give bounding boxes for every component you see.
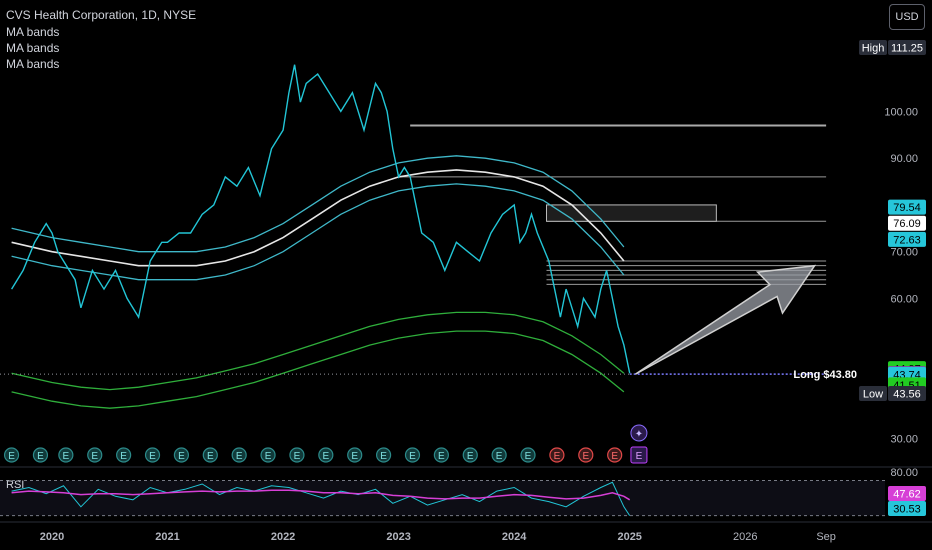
x-tick-label: 2023 <box>386 531 410 543</box>
high-label: High <box>862 43 885 55</box>
symbol-title: CVS Health Corporation, 1D, NYSE <box>6 8 197 22</box>
y-tick-label: 60.00 <box>890 293 918 305</box>
earnings-marker-label: E <box>178 451 185 462</box>
rsi-ma-label: 30.53 <box>893 504 921 516</box>
earnings-marker <box>3 447 20 463</box>
event-marker <box>630 424 648 442</box>
event-marker-icon: ✦ <box>635 429 643 440</box>
y-tick-label: 70.00 <box>890 247 918 259</box>
rsi-line <box>11 481 631 516</box>
earnings-marker <box>347 447 363 463</box>
earnings-marker-label: E <box>322 451 329 462</box>
earnings-marker <box>87 447 103 463</box>
future-earnings-marker <box>630 446 648 464</box>
price-label-box <box>888 215 926 231</box>
x-tick-label: 2022 <box>271 531 295 543</box>
rsi-value-box <box>888 486 926 501</box>
earnings-marker-label: E <box>525 451 532 462</box>
earnings-marker-label: E <box>207 451 214 462</box>
earnings-marker-label: E <box>554 451 561 462</box>
earnings-marker <box>318 447 334 463</box>
low-value: 43.56 <box>893 389 921 401</box>
earnings-marker <box>116 447 132 463</box>
rsi-value-label: 47.62 <box>893 489 921 501</box>
rsi-ma-box <box>888 501 926 516</box>
earnings-marker <box>491 447 507 463</box>
earnings-marker <box>32 447 49 463</box>
price-label-box <box>888 231 926 247</box>
earnings-marker <box>375 447 392 463</box>
earnings-marker <box>433 447 449 463</box>
earnings-marker <box>173 447 189 463</box>
indicator-label-3[interactable]: MA bands <box>6 57 60 71</box>
earnings-marker-label: E <box>120 451 127 462</box>
earnings-marker-label: E <box>63 451 70 462</box>
low-label-box <box>859 386 887 401</box>
earnings-marker-label: E <box>438 451 445 462</box>
indicator-label-2[interactable]: MA bands <box>6 41 60 55</box>
earnings-marker <box>231 447 247 463</box>
resistance-zone <box>546 204 717 222</box>
earnings-marker-label: E <box>582 451 589 462</box>
green-band-upper <box>11 311 625 391</box>
earnings-marker-label: E <box>496 451 503 462</box>
ma-band-middle <box>11 169 625 267</box>
y-tick-label: 30.00 <box>890 434 918 446</box>
high-label-box <box>859 40 887 55</box>
earnings-marker <box>202 447 218 463</box>
earnings-marker-label: E <box>37 451 44 462</box>
earnings-marker <box>462 447 478 463</box>
earnings-marker-label: E <box>611 451 618 462</box>
y-tick-label: 100.00 <box>884 106 918 118</box>
x-tick-label: 2025 <box>617 531 641 543</box>
price-label-cyan: 72.63 <box>893 234 921 246</box>
earnings-marker <box>549 447 565 463</box>
low-value-box <box>888 386 926 401</box>
y-tick-label: 90.00 <box>890 153 918 165</box>
earnings-marker-label: E <box>149 451 156 462</box>
earnings-marker <box>520 447 536 463</box>
indicator-label-1[interactable]: MA bands <box>6 25 60 39</box>
x-tick-label: Sep <box>816 531 836 543</box>
green-band-lower <box>11 330 625 409</box>
low-label: Low <box>863 389 883 401</box>
earnings-marker <box>578 447 594 463</box>
currency-button[interactable]: USD <box>889 4 925 30</box>
price-label-cyan: 79.54 <box>893 202 921 214</box>
rsi-label: RSI <box>6 479 24 491</box>
earnings-marker-label: E <box>467 451 474 462</box>
rsi-ma-line <box>11 489 631 501</box>
earnings-marker-label: E <box>8 451 15 462</box>
x-tick-label: 2020 <box>40 531 64 543</box>
target-arrow <box>635 264 817 375</box>
long-position-label: Long $43.80 <box>793 369 857 381</box>
high-value: 111.25 <box>891 43 923 55</box>
earnings-marker <box>607 447 623 463</box>
price-line <box>11 64 631 374</box>
earnings-marker-label: E <box>409 451 416 462</box>
ma-band-upper <box>11 155 625 253</box>
earnings-marker <box>404 447 421 463</box>
earnings-marker-label: E <box>91 451 98 462</box>
earnings-marker <box>260 447 276 463</box>
rsi-y-tick: 80.00 <box>890 467 918 479</box>
earnings-marker-label: E <box>380 451 387 462</box>
earnings-marker-label: E <box>294 451 301 462</box>
earnings-marker-label: E <box>265 451 272 462</box>
x-tick-label: 2021 <box>155 531 179 543</box>
price-label-box <box>888 199 926 215</box>
future-earnings-label: E <box>636 451 643 462</box>
x-tick-label: 2026 <box>733 531 757 543</box>
earnings-marker-label: E <box>236 451 243 462</box>
high-value-box <box>888 40 926 55</box>
ma-band-lower <box>11 183 625 281</box>
earnings-marker <box>58 447 74 463</box>
earnings-marker-label: E <box>351 451 358 462</box>
x-tick-label: 2024 <box>502 531 527 543</box>
earnings-marker <box>289 447 305 463</box>
earnings-marker <box>144 447 161 463</box>
price-label-white: 76.09 <box>893 218 921 230</box>
